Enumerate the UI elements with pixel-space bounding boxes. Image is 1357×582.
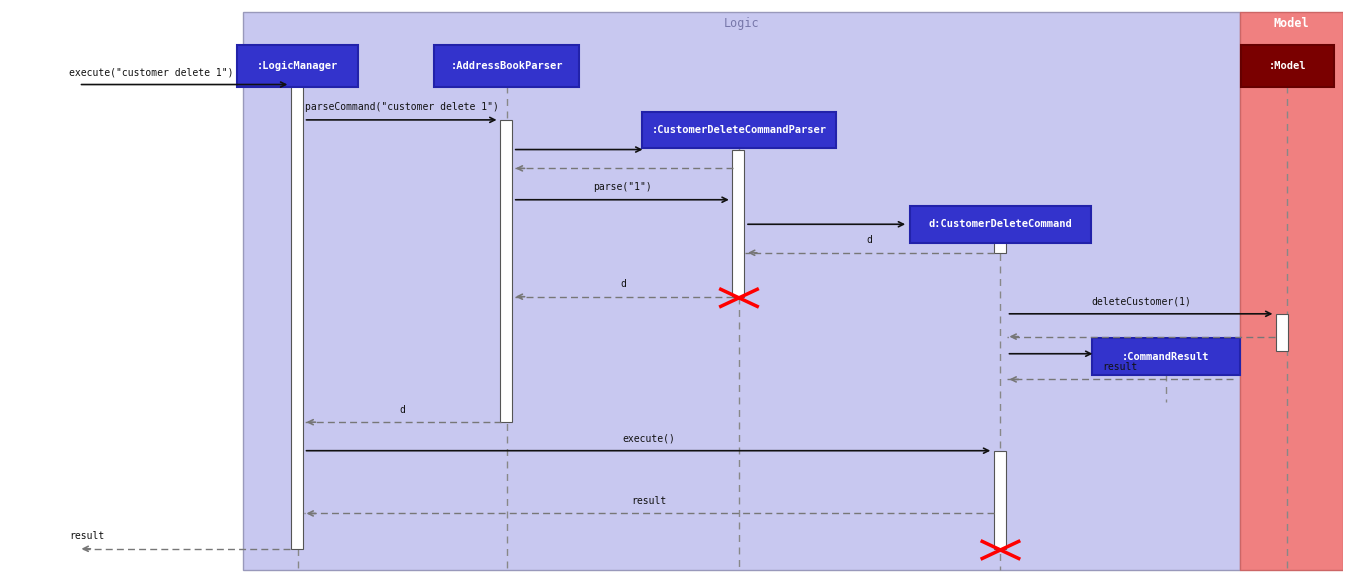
Text: :CommandResult: :CommandResult [1122, 352, 1209, 361]
FancyBboxPatch shape [1091, 338, 1240, 375]
Text: Logic: Logic [723, 17, 759, 30]
Text: result: result [1102, 362, 1137, 372]
FancyBboxPatch shape [1242, 45, 1334, 87]
Text: result: result [69, 531, 104, 541]
FancyBboxPatch shape [909, 206, 1091, 243]
FancyBboxPatch shape [1276, 314, 1288, 351]
FancyBboxPatch shape [993, 224, 1006, 253]
Text: execute(): execute() [622, 433, 674, 443]
FancyBboxPatch shape [642, 112, 836, 148]
Bar [1240, 12, 1343, 570]
Text: d: d [867, 235, 873, 246]
Text: d: d [399, 404, 404, 415]
Bar [243, 12, 1240, 570]
FancyBboxPatch shape [434, 45, 579, 87]
Text: d: d [620, 279, 626, 289]
FancyBboxPatch shape [237, 45, 358, 87]
Text: parse("1"): parse("1") [593, 182, 651, 192]
Text: :AddressBookParser: :AddressBookParser [451, 61, 563, 70]
Text: :CustomerDeleteCommandParser: :CustomerDeleteCommandParser [651, 125, 826, 135]
Text: d:CustomerDeleteCommand: d:CustomerDeleteCommand [928, 219, 1072, 229]
Text: :Model: :Model [1269, 61, 1307, 70]
FancyBboxPatch shape [993, 450, 1006, 549]
FancyBboxPatch shape [290, 81, 303, 549]
Text: deleteCustomer(1): deleteCustomer(1) [1091, 296, 1191, 306]
FancyBboxPatch shape [499, 120, 512, 422]
Text: Model: Model [1274, 17, 1310, 30]
Text: parseCommand("customer delete 1"): parseCommand("customer delete 1") [304, 102, 498, 112]
Text: execute("customer delete 1"): execute("customer delete 1") [69, 67, 233, 77]
FancyBboxPatch shape [733, 150, 745, 297]
Text: result: result [631, 496, 666, 506]
Text: :LogicManager: :LogicManager [256, 61, 338, 71]
